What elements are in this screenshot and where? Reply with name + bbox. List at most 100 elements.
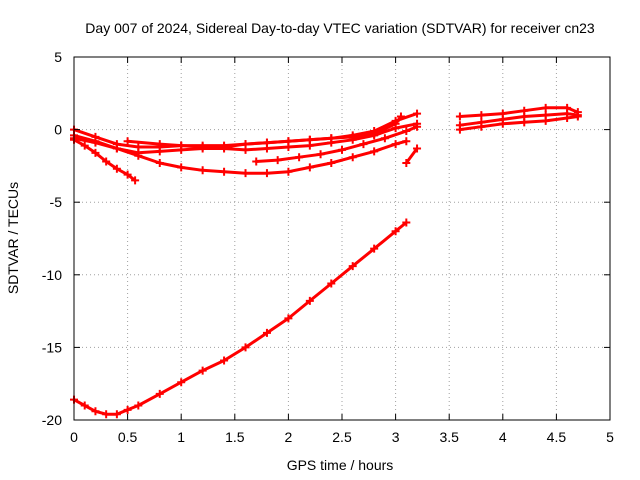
data-point [396, 112, 405, 121]
data-point [241, 169, 250, 178]
data-point [262, 138, 271, 147]
data-point [102, 410, 111, 419]
data-point [155, 158, 164, 167]
data-point [80, 401, 89, 410]
series-track-right-c [455, 112, 582, 134]
data-point [155, 140, 164, 149]
data-point [477, 111, 486, 120]
data-point [402, 137, 411, 146]
data-point [220, 356, 229, 365]
y-tick-label: 5 [54, 49, 62, 65]
data-point [295, 153, 304, 162]
data-point [177, 378, 186, 387]
data-point [241, 343, 250, 352]
data-point [131, 176, 140, 185]
data-point [402, 218, 411, 227]
data-point [541, 116, 550, 125]
data-point [252, 157, 261, 166]
data-point [284, 137, 293, 146]
x-axis-label: GPS time / hours [287, 457, 394, 473]
data-point [573, 112, 582, 121]
data-point [498, 119, 507, 128]
data-point [316, 150, 325, 159]
y-tick-label: -10 [42, 267, 62, 283]
data-point [370, 147, 379, 156]
data-point [413, 109, 422, 118]
data-point [91, 148, 100, 157]
data-point [455, 112, 464, 121]
data-point [102, 157, 111, 166]
data-point [338, 145, 346, 154]
data-point [327, 279, 336, 288]
x-tick-label: 4.5 [547, 429, 567, 445]
data-series [70, 103, 582, 419]
x-tick-label: 4 [499, 429, 507, 445]
x-tick-label: 3.5 [439, 429, 459, 445]
data-point [177, 141, 186, 150]
series-line [72, 221, 408, 416]
data-point [402, 158, 411, 167]
x-tick-label: 5 [606, 429, 614, 445]
data-point [123, 170, 132, 179]
data-point [155, 147, 164, 156]
x-tick-label: 0 [70, 429, 78, 445]
data-point [391, 227, 400, 236]
data-point [91, 407, 100, 416]
y-tick-label: -20 [42, 412, 62, 428]
series-track-right-a [455, 103, 582, 121]
data-point [520, 118, 529, 127]
x-tick-label: 1 [177, 429, 185, 445]
data-point [273, 156, 282, 165]
data-point [327, 134, 336, 143]
data-point [348, 153, 357, 162]
series-track-long-rise [70, 218, 411, 419]
y-tick-label: -15 [42, 339, 62, 355]
x-tick-label: 2 [285, 429, 293, 445]
data-point [262, 169, 271, 178]
y-tick-labels: 5 0 -5 -10 -15 -20 [42, 49, 62, 428]
data-point [262, 328, 271, 337]
x-tick-label: 0.5 [118, 429, 138, 445]
data-point [112, 410, 121, 419]
data-point [220, 143, 229, 152]
chart-title: Day 007 of 2024, Sidereal Day-to-day VTE… [85, 20, 595, 36]
data-point [305, 135, 314, 144]
x-tick-labels: 0 0.5 1 1.5 2 2.5 3 3.5 4 4.5 5 [70, 429, 614, 445]
data-point [413, 144, 422, 153]
data-point [80, 141, 89, 150]
y-axis-label: SDTVAR / TECUs [5, 182, 21, 294]
y-tick-label: 0 [54, 122, 62, 138]
data-point [241, 140, 250, 149]
data-point [123, 405, 132, 414]
series-track-mid-c [123, 112, 405, 152]
data-point [134, 401, 143, 410]
data-point [284, 314, 293, 323]
axis-ticks [73, 56, 611, 421]
data-point [380, 134, 389, 143]
data-point [359, 140, 368, 149]
data-point [91, 137, 100, 146]
data-point [455, 125, 464, 134]
y-tick-label: -5 [50, 194, 63, 210]
data-point [563, 113, 572, 122]
series-track-late-rise [252, 122, 422, 166]
data-point [477, 122, 486, 131]
data-point [541, 103, 550, 112]
data-point [402, 127, 411, 136]
data-point [123, 137, 132, 146]
data-point [370, 129, 379, 138]
data-point [112, 144, 121, 153]
data-point [391, 140, 400, 149]
data-point [198, 366, 207, 375]
data-point [284, 167, 293, 176]
data-point [198, 166, 207, 175]
x-tick-label: 1.5 [225, 429, 245, 445]
data-point [198, 143, 207, 152]
data-point [220, 167, 229, 176]
x-tick-label: 2.5 [332, 429, 352, 445]
data-point [370, 244, 379, 253]
series-track-late-fragment [402, 144, 422, 167]
data-point [413, 122, 422, 131]
data-point [177, 163, 186, 172]
